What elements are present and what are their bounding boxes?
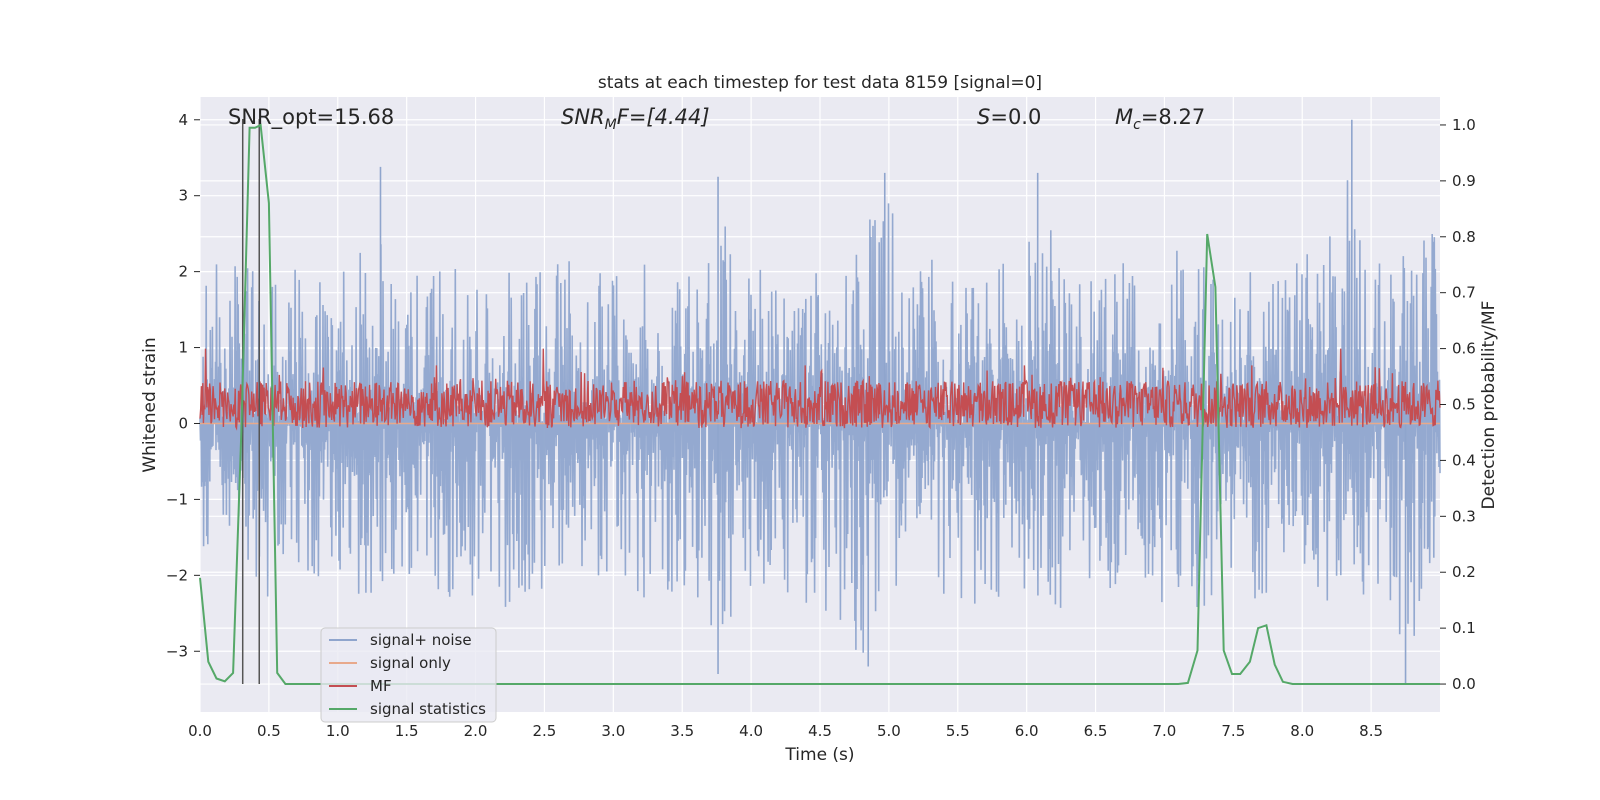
signal-statistics-series (199, 123, 1440, 685)
y2-tick-label: 0.4 (1452, 451, 1476, 469)
x-tick-label: 5.5 (946, 722, 970, 740)
x-tick-label: 4.0 (739, 722, 763, 740)
s-value: =0.0 (990, 105, 1041, 129)
annotation-snr-mf: SNRMF=[4.44] (561, 105, 710, 133)
x-tick-label: 8.5 (1359, 722, 1383, 740)
snr-mf-rest: F=[4.44] (617, 105, 710, 129)
x-tick-label: 7.5 (1221, 722, 1245, 740)
mf-series (199, 348, 1441, 431)
y2-tick-label: 0.6 (1452, 340, 1476, 358)
y2-tick-label: 0.2 (1452, 563, 1476, 581)
snr-mf-base: SNR (561, 105, 605, 129)
legend-box (320, 627, 497, 723)
x-axis-ticks: 0.0 0.5 1.0 1.5 2.0 2.5 3.0 3.5 4.0 4.5 5.0 5.5 6.0 6… (188, 722, 1383, 740)
y-tick-label: 0 (178, 414, 188, 432)
legend-label-signal-statistics: signal statistics (370, 700, 486, 718)
y-tick-label: −3 (166, 642, 188, 660)
annotation-s: S=0.0 (977, 105, 1041, 129)
y2-axis-ticks: 1.0 0.9 0.8 0.7 0.6 0.5 0.4 0.3 0.2 0.1 0.0 (1440, 116, 1476, 693)
mc-value: =8.27 (1141, 105, 1205, 129)
y-tick-label: −2 (166, 566, 188, 584)
y2-tick-label: 0.5 (1452, 396, 1476, 414)
y-tick-label: 1 (178, 339, 188, 357)
x-tick-label: 0.5 (257, 722, 281, 740)
y2-tick-label: 1.0 (1452, 116, 1476, 134)
y2-tick-label: 0.0 (1452, 675, 1476, 693)
y-axis-ticks: 4 3 2 1 0 −1 −2 −3 (166, 111, 200, 660)
y2-tick-label: 0.7 (1452, 284, 1476, 302)
x-axis-label: Time (s) (784, 745, 854, 765)
annotation-mc: Mc=8.27 (1115, 105, 1205, 133)
legend-label-signal-noise: signal+ noise (370, 631, 472, 649)
x-tick-label: 7.0 (1153, 722, 1177, 740)
x-tick-label: 3.5 (670, 722, 694, 740)
x-tick-label: 0.0 (188, 722, 212, 740)
snr-mf-subscript: M (605, 117, 617, 133)
y-tick-label: −1 (166, 490, 188, 508)
y-tick-label: 2 (178, 263, 188, 281)
y-tick-label: 4 (178, 111, 188, 129)
y2-axis-label: Detection probability/MF (1479, 301, 1499, 510)
y2-tick-label: 0.9 (1452, 172, 1476, 190)
signal-statistics-line (199, 123, 1440, 685)
y-tick-label: 3 (178, 187, 188, 205)
s-symbol: S (977, 105, 990, 129)
y2-tick-label: 0.3 (1452, 507, 1476, 525)
x-tick-label: 6.0 (1015, 722, 1039, 740)
y-axis-label: Whitened strain (140, 337, 160, 472)
x-tick-label: 6.5 (1084, 722, 1108, 740)
y2-tick-label: 0.1 (1452, 619, 1476, 637)
x-tick-label: 1.0 (326, 722, 350, 740)
legend-label-signal-only: signal only (370, 654, 451, 672)
x-tick-label: 3.0 (601, 722, 625, 740)
chart-title: stats at each timestep for test data 815… (598, 73, 1042, 93)
mc-subscript: c (1133, 117, 1141, 133)
x-tick-label: 8.0 (1290, 722, 1314, 740)
legend: signal+ noise signal only MF signal stat… (320, 627, 497, 723)
x-tick-label: 1.5 (395, 722, 419, 740)
annotation-snr-opt: SNR_opt=15.68 (228, 105, 394, 130)
x-tick-label: 5.0 (877, 722, 901, 740)
legend-label-mf: MF (370, 677, 392, 695)
x-tick-label: 4.5 (808, 722, 832, 740)
mc-base: M (1115, 105, 1133, 129)
x-tick-label: 2.0 (464, 722, 488, 740)
x-tick-label: 2.5 (533, 722, 557, 740)
y2-tick-label: 0.8 (1452, 228, 1476, 246)
mf-line (199, 348, 1441, 431)
